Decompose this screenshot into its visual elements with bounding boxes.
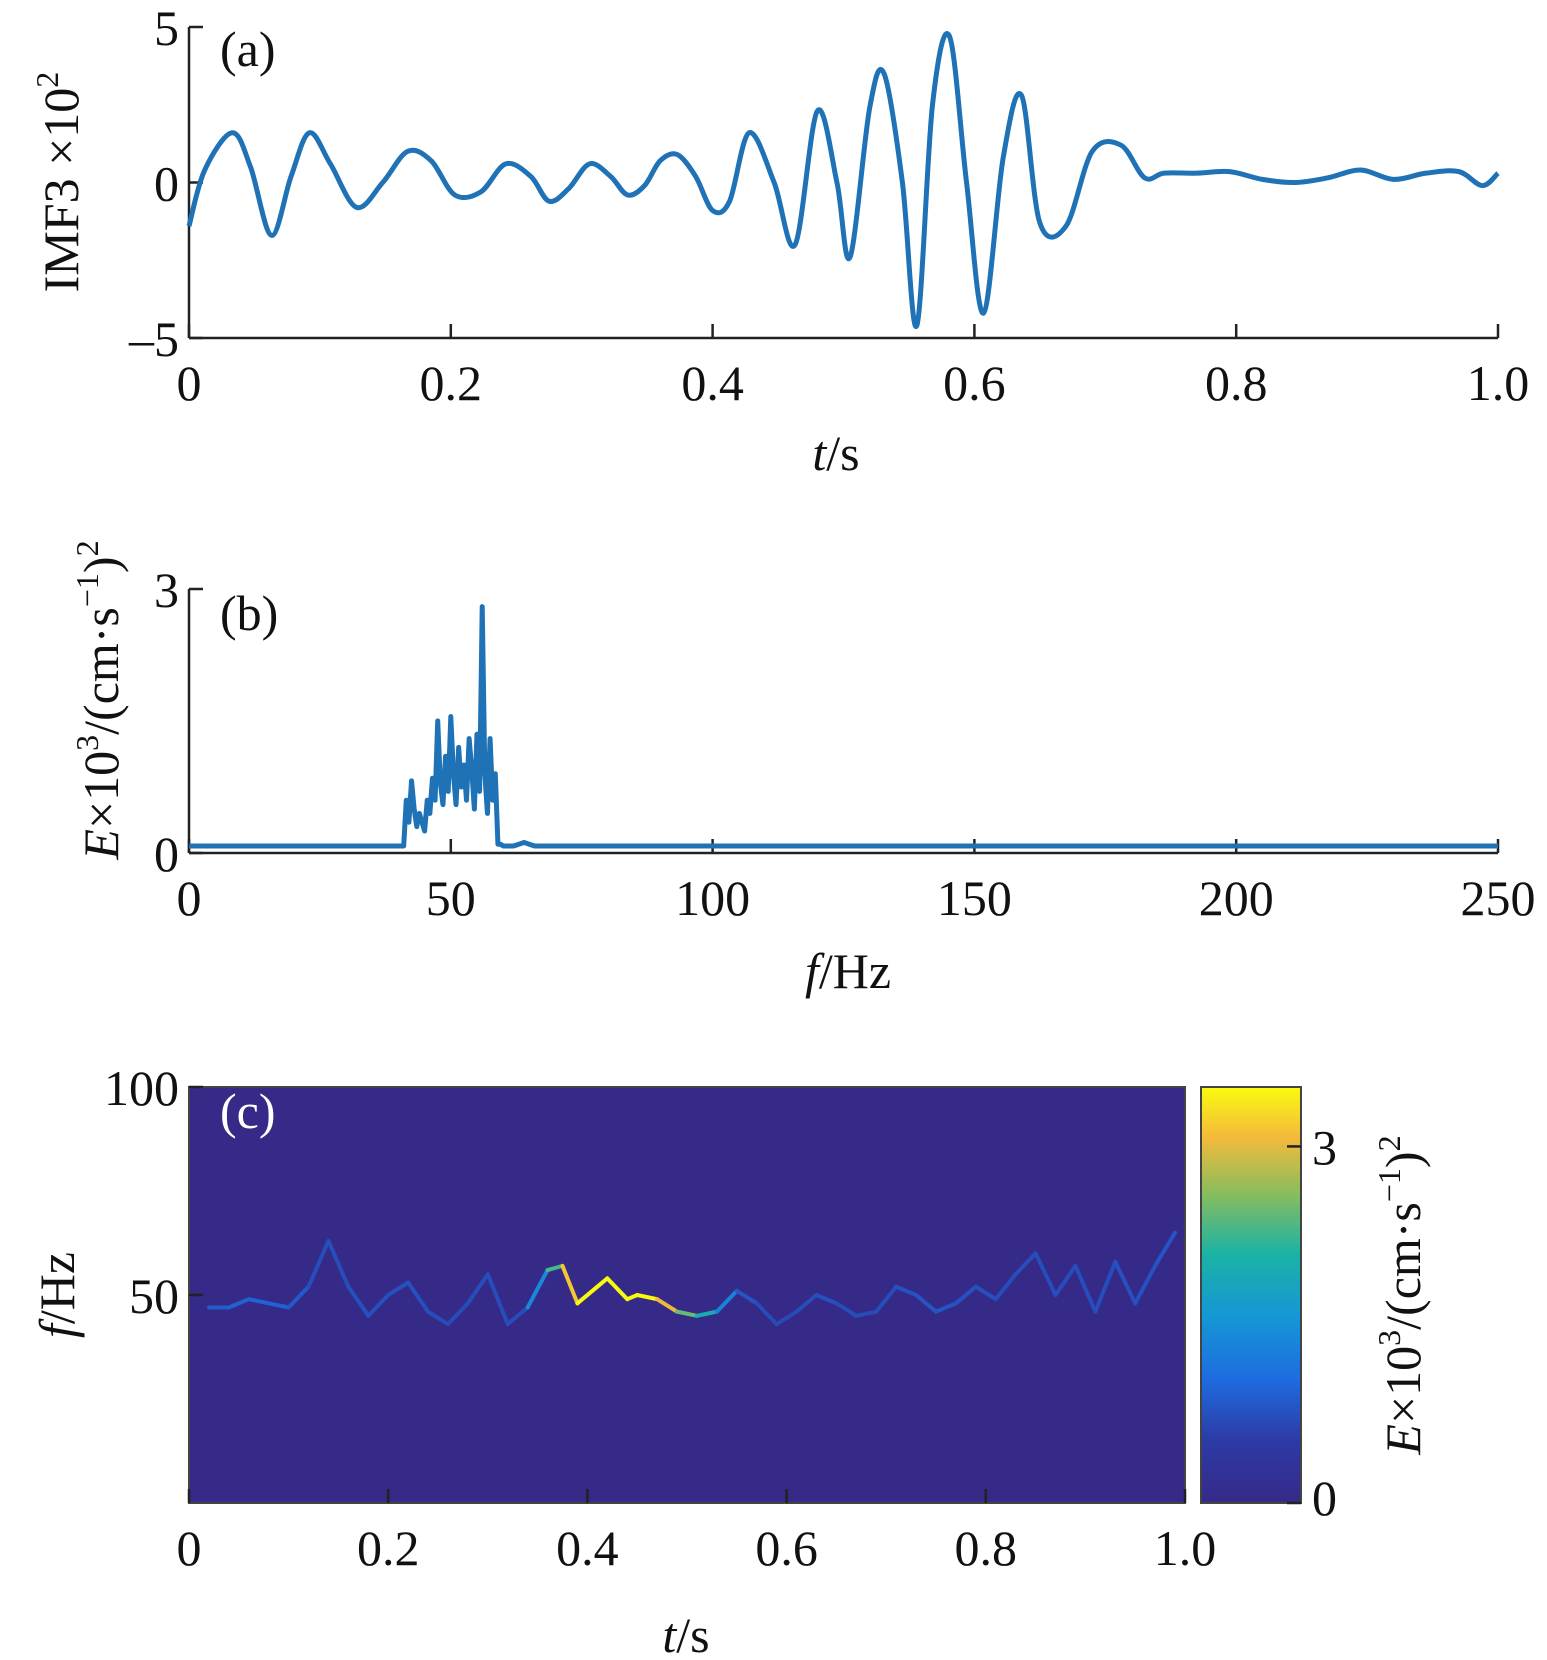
x-tick-label: 0.6 <box>943 355 1006 411</box>
panel-b-spectrum-line <box>189 604 1498 849</box>
ridge-segment <box>794 1293 819 1314</box>
ridge-segment <box>973 1284 998 1302</box>
ridge-segment <box>635 1293 660 1302</box>
ridge-segment <box>226 1297 251 1310</box>
ridge-segment <box>854 1309 879 1318</box>
panel-a-xlabel: t/s <box>812 425 859 481</box>
x-tick-label: 200 <box>1199 870 1274 926</box>
y-tick-label: 50 <box>129 1268 179 1324</box>
y-tick-label: –5 <box>128 311 179 367</box>
x-tick-label: 0.2 <box>420 355 483 411</box>
ridge-segment <box>834 1301 859 1318</box>
ridge-segment <box>993 1272 1018 1302</box>
ridge-segment <box>426 1309 450 1327</box>
panel-a-ticks: 0 0.2 0.4 0.6 0.8 1.0–505 <box>128 0 1529 411</box>
ridge-segment <box>1133 1263 1158 1306</box>
ridge-segment <box>575 1284 600 1306</box>
ridge-segment <box>675 1309 699 1318</box>
colorbar-tick-label: 3 <box>1312 1119 1337 1175</box>
panel-a-ylabel: IMF3 ×102 <box>29 72 89 293</box>
ridge-segment <box>1073 1263 1098 1314</box>
ridge-segment <box>1053 1263 1078 1297</box>
panel-c-ticks: 0 0.2 0.4 0.6 0.8 1.0 50 100 <box>104 1060 1216 1576</box>
ridge-segment <box>306 1238 331 1289</box>
ridge-segment <box>754 1301 779 1327</box>
x-tick-label: 150 <box>937 870 1012 926</box>
x-tick-label: 0 <box>177 355 202 411</box>
x-tick-label: 0.8 <box>955 1520 1018 1576</box>
ridge-segment <box>545 1263 565 1273</box>
ridge-segment <box>366 1293 391 1318</box>
ridge-segment <box>465 1272 490 1306</box>
ridge-segment <box>266 1301 291 1310</box>
x-tick-label: 0.4 <box>556 1520 619 1576</box>
panel-c-energy-ridge <box>206 1230 1178 1327</box>
ridge-segment <box>1033 1251 1058 1297</box>
ridge-segment <box>326 1238 351 1289</box>
panel-b-axes <box>187 589 1498 855</box>
ridge-segment <box>914 1293 938 1314</box>
panel-a: 0 0.2 0.4 0.6 0.8 1.0–505 (a) t/s IMF3 ×102 <box>29 0 1529 481</box>
ridge-segment <box>1013 1251 1038 1277</box>
ridge-segment <box>1153 1230 1178 1268</box>
ridge-segment <box>406 1280 431 1314</box>
ridge-segment <box>694 1309 719 1318</box>
panel-c-heatmap-background <box>188 1086 1186 1504</box>
ridge-segment <box>1093 1259 1118 1314</box>
ridge-segment <box>605 1276 630 1302</box>
ridge-segment <box>560 1263 580 1306</box>
ridge-segment <box>874 1284 899 1314</box>
ridge-segment <box>894 1284 919 1297</box>
ridge-segment <box>814 1293 839 1306</box>
x-tick-label: 0.8 <box>1205 355 1268 411</box>
ridge-segment <box>286 1284 311 1310</box>
y-tick-label: 0 <box>154 156 179 212</box>
x-tick-label: 0.2 <box>357 1520 420 1576</box>
panel-b: 0 50 100 150 200 250 0 3 (b) f/Hz E×103/(cm·s−1… <box>69 540 1536 999</box>
panel-a-imf3-line <box>186 31 1500 329</box>
ridge-segment <box>655 1297 680 1314</box>
ridge-segment <box>246 1297 271 1306</box>
x-tick-label: 0.6 <box>755 1520 818 1576</box>
ridge-segment <box>346 1284 371 1318</box>
x-tick-label: 1.0 <box>1154 1520 1217 1576</box>
ridge-segment <box>595 1276 610 1289</box>
ridge-segment <box>525 1268 550 1310</box>
panel-c-xlabel: t/s <box>662 1607 709 1660</box>
ridge-segment <box>505 1305 530 1327</box>
colorbar <box>1200 1086 1302 1504</box>
x-tick-label: 100 <box>675 870 750 926</box>
panel-b-xlabel: f/Hz <box>805 943 891 999</box>
panel-c-ylabel: f/Hz <box>29 1252 85 1338</box>
panel-a-label: (a) <box>220 21 276 77</box>
y-tick-label: 5 <box>154 0 179 56</box>
x-tick-label: 1.0 <box>1467 355 1530 411</box>
ridge-segment <box>485 1272 510 1327</box>
ridge-segment <box>386 1280 411 1297</box>
y-tick-label: 100 <box>104 1060 179 1116</box>
x-tick-label: 0.4 <box>681 355 744 411</box>
x-tick-label: 50 <box>426 870 476 926</box>
ridge-segment <box>934 1301 958 1314</box>
ridge-segment <box>953 1284 978 1306</box>
ridge-segment <box>445 1301 470 1327</box>
ridge-segment <box>734 1288 759 1306</box>
colorbar-ticks: 03 <box>1287 1119 1337 1526</box>
panel-b-ylabel: E×103/(cm·s−1)2 <box>69 540 129 860</box>
x-tick-label: 0 <box>177 1520 202 1576</box>
x-tick-label: 250 <box>1461 870 1536 926</box>
colorbar-label: E×103/(cm·s−1)2 <box>1371 1135 1431 1455</box>
colorbar-tick-label: 0 <box>1312 1470 1337 1526</box>
x-tick-label: 0 <box>177 870 202 926</box>
ridge-segment <box>774 1309 799 1327</box>
ridge-segment <box>1113 1259 1138 1306</box>
panel-b-ticks: 0 50 100 150 200 250 0 3 <box>154 562 1536 926</box>
ridge-segment <box>714 1288 739 1314</box>
y-tick-label: 3 <box>154 562 179 618</box>
y-tick-label: 0 <box>154 826 179 882</box>
panel-b-label: (b) <box>220 585 278 641</box>
panel-c-label: (c) <box>220 1083 276 1139</box>
